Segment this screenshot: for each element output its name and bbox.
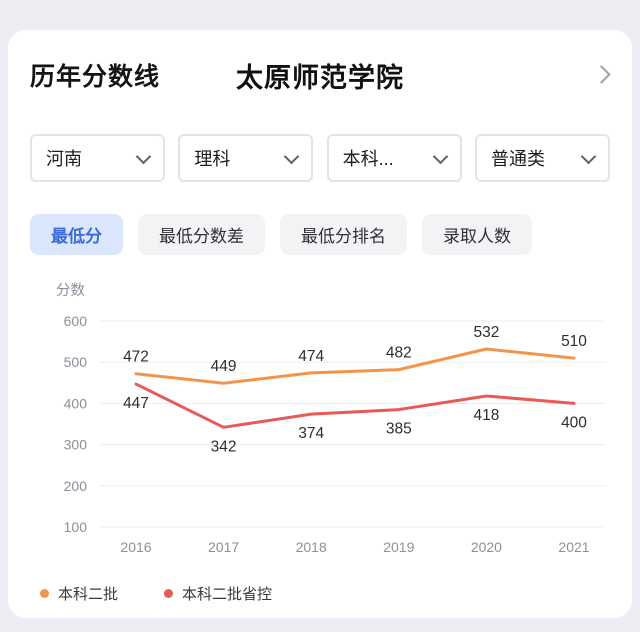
province-dropdown-label: 河南: [46, 149, 82, 169]
svg-text:400: 400: [64, 395, 88, 411]
legend-item: 本科二批: [40, 583, 118, 604]
svg-text:2017: 2017: [208, 539, 239, 555]
svg-text:532: 532: [473, 324, 499, 341]
category-dropdown-label: 普通类: [490, 149, 545, 169]
svg-text:472: 472: [123, 349, 149, 366]
svg-text:200: 200: [64, 478, 88, 494]
legend-label: 本科二批: [58, 586, 119, 603]
svg-text:449: 449: [211, 358, 237, 375]
subject-dropdown[interactable]: 理科: [178, 134, 314, 182]
subject-dropdown-label: 理科: [194, 149, 231, 169]
svg-text:418: 418: [473, 407, 499, 424]
svg-text:400: 400: [561, 414, 587, 431]
tab-min-score-diff[interactable]: 最低分数差: [138, 214, 265, 255]
tab-admission-count[interactable]: 录取人数: [422, 214, 532, 255]
legend-dot-orange: [40, 589, 49, 598]
svg-text:600: 600: [64, 313, 88, 329]
category-dropdown[interactable]: 普通类: [474, 134, 610, 182]
page-title: 历年分数线: [30, 63, 161, 91]
chart-section: 600 500 400 300 200 100 2016 2017 2018 2019 2020 20…: [30, 277, 610, 604]
chevron-down-icon: [432, 148, 448, 164]
svg-text:300: 300: [64, 437, 88, 453]
svg-text:447: 447: [123, 395, 149, 412]
metric-tabs: 最低分 最低分数差 最低分排名 录取人数: [30, 214, 610, 255]
svg-text:510: 510: [561, 333, 587, 350]
score-panel: 历年分数线 太原师范学院 河南 理科 本科... 普通类 最低分 最低分数差 最…: [8, 30, 632, 618]
legend-item: 本科二批省控: [164, 583, 272, 604]
batch-dropdown[interactable]: 本科...: [326, 134, 462, 182]
filters-row: 河南 理科 本科... 普通类: [30, 134, 610, 182]
chevron-down-icon: [580, 148, 597, 164]
svg-text:474: 474: [298, 348, 324, 365]
svg-text:2019: 2019: [383, 539, 414, 555]
chevron-down-icon: [135, 148, 152, 164]
svg-text:500: 500: [64, 354, 88, 370]
svg-text:385: 385: [386, 421, 412, 438]
svg-text:分数: 分数: [56, 282, 85, 299]
svg-text:482: 482: [386, 345, 412, 362]
legend-label: 本科二批省控: [182, 586, 273, 603]
svg-text:2018: 2018: [296, 539, 327, 555]
batch-dropdown-label: 本科...: [342, 149, 394, 169]
svg-text:2016: 2016: [120, 539, 151, 555]
chevron-right-icon[interactable]: [592, 65, 611, 84]
panel-header: 历年分数线 太原师范学院: [30, 56, 611, 94]
svg-text:374: 374: [298, 425, 324, 442]
province-dropdown[interactable]: 河南: [30, 134, 165, 182]
score-line-chart: 600 500 400 300 200 100 2016 2017 2018 2019 2020 20…: [56, 282, 606, 555]
svg-text:2020: 2020: [471, 539, 502, 555]
svg-text:342: 342: [211, 438, 237, 455]
tab-min-score-rank[interactable]: 最低分排名: [280, 214, 407, 255]
chart-legend: 本科二批 本科二批省控: [40, 583, 610, 604]
svg-text:100: 100: [64, 519, 88, 535]
svg-text:2021: 2021: [558, 539, 589, 555]
chevron-down-icon: [284, 148, 300, 164]
tab-min-score[interactable]: 最低分: [30, 214, 123, 255]
legend-dot-red: [164, 589, 174, 598]
